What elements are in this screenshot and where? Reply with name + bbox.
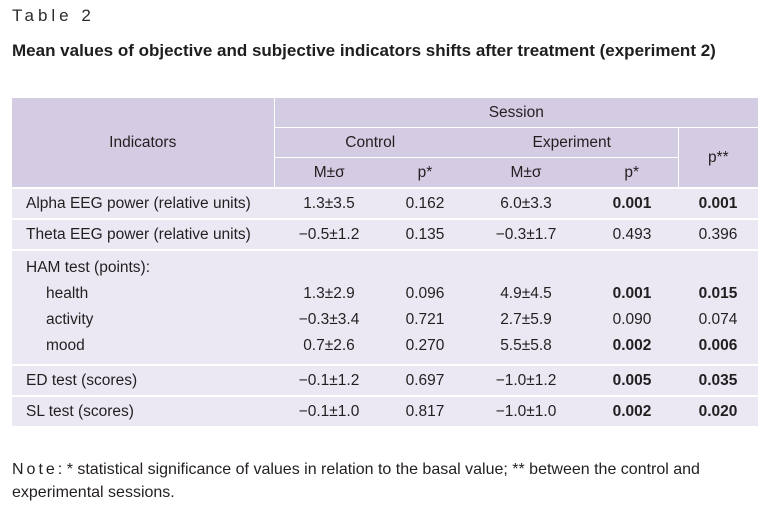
experiment-p: 0.002 <box>586 333 678 365</box>
experiment-mean: −0.3±1.7 <box>466 218 586 250</box>
row-label: Theta EEG power (relative units) <box>12 218 274 250</box>
header-experiment-p: p* <box>586 157 678 188</box>
p-between: 0.074 <box>678 307 759 333</box>
table-row: activity −0.3±3.4 0.721 2.7±5.9 0.090 0.… <box>12 307 759 333</box>
control-p: 0.817 <box>384 395 466 426</box>
header-experiment-mean: M±σ <box>466 157 586 188</box>
control-mean: −0.3±3.4 <box>274 307 384 333</box>
control-p: 0.135 <box>384 218 466 250</box>
experiment-p: 0.001 <box>586 187 678 219</box>
table-title: Mean values of objective and subjective … <box>12 41 716 60</box>
control-mean: 1.3±2.9 <box>274 281 384 307</box>
control-mean: −0.1±1.2 <box>274 364 384 396</box>
header-control-p: p* <box>384 157 466 188</box>
control-mean: 1.3±3.5 <box>274 187 384 219</box>
table-row: ED test (scores) −0.1±1.2 0.697 −1.0±1.2… <box>12 364 759 396</box>
control-p: 0.096 <box>384 281 466 307</box>
header-session: Session <box>273 98 759 128</box>
experiment-mean: −1.0±1.2 <box>466 364 586 396</box>
table-row: mood 0.7±2.6 0.270 5.5±5.8 0.002 0.006 <box>12 333 759 365</box>
note-text: : * statistical significance of values i… <box>12 461 700 501</box>
row-label: SL test (scores) <box>12 395 274 426</box>
experiment-mean: 5.5±5.8 <box>466 333 586 365</box>
results-table: Indicators Session Control Experiment p*… <box>12 98 759 426</box>
experiment-p: 0.005 <box>586 364 678 396</box>
table-footnote: Note: * statistical significance of valu… <box>12 458 762 504</box>
control-mean: 0.7±2.6 <box>274 333 384 365</box>
table-row: SL test (scores) −0.1±1.0 0.817 −1.0±1.0… <box>12 395 759 426</box>
experiment-p: 0.493 <box>586 218 678 250</box>
header-indicators: Indicators <box>12 98 274 188</box>
table-row: Theta EEG power (relative units) −0.5±1.… <box>12 218 759 250</box>
header-experiment: Experiment <box>466 127 678 158</box>
table-row: health 1.3±2.9 0.096 4.9±4.5 0.001 0.015 <box>12 281 759 307</box>
note-prefix: Note <box>12 461 58 478</box>
p-between: 0.006 <box>678 333 759 365</box>
p-between: 0.396 <box>678 218 759 250</box>
experiment-mean: 6.0±3.3 <box>466 187 586 219</box>
table-row: HAM test (points): <box>12 249 759 281</box>
experiment-p: 0.002 <box>586 395 678 426</box>
header-p-between: p** <box>677 127 759 188</box>
control-mean: −0.1±1.0 <box>274 395 384 426</box>
p-between: 0.001 <box>678 187 759 219</box>
control-p: 0.721 <box>384 307 466 333</box>
p-between: 0.035 <box>678 364 759 396</box>
control-p: 0.162 <box>384 187 466 219</box>
row-label: mood <box>12 333 274 365</box>
p-between: 0.020 <box>678 395 759 426</box>
row-label: ED test (scores) <box>12 364 274 396</box>
experiment-mean: 2.7±5.9 <box>466 307 586 333</box>
header-control-mean: M±σ <box>273 157 384 188</box>
row-label: Alpha EEG power (relative units) <box>12 187 274 219</box>
control-p: 0.697 <box>384 364 466 396</box>
header-control: Control <box>273 127 466 158</box>
experiment-mean: 4.9±4.5 <box>466 281 586 307</box>
row-label: HAM test (points): <box>12 249 274 281</box>
experiment-mean: −1.0±1.0 <box>466 395 586 426</box>
row-label: activity <box>12 307 274 333</box>
table-caption: Table 2 <box>12 6 95 25</box>
experiment-p: 0.090 <box>586 307 678 333</box>
table-row: Alpha EEG power (relative units) 1.3±3.5… <box>12 187 759 219</box>
row-label: health <box>12 281 274 307</box>
control-mean: −0.5±1.2 <box>274 218 384 250</box>
p-between: 0.015 <box>678 281 759 307</box>
experiment-p: 0.001 <box>586 281 678 307</box>
control-p: 0.270 <box>384 333 466 365</box>
